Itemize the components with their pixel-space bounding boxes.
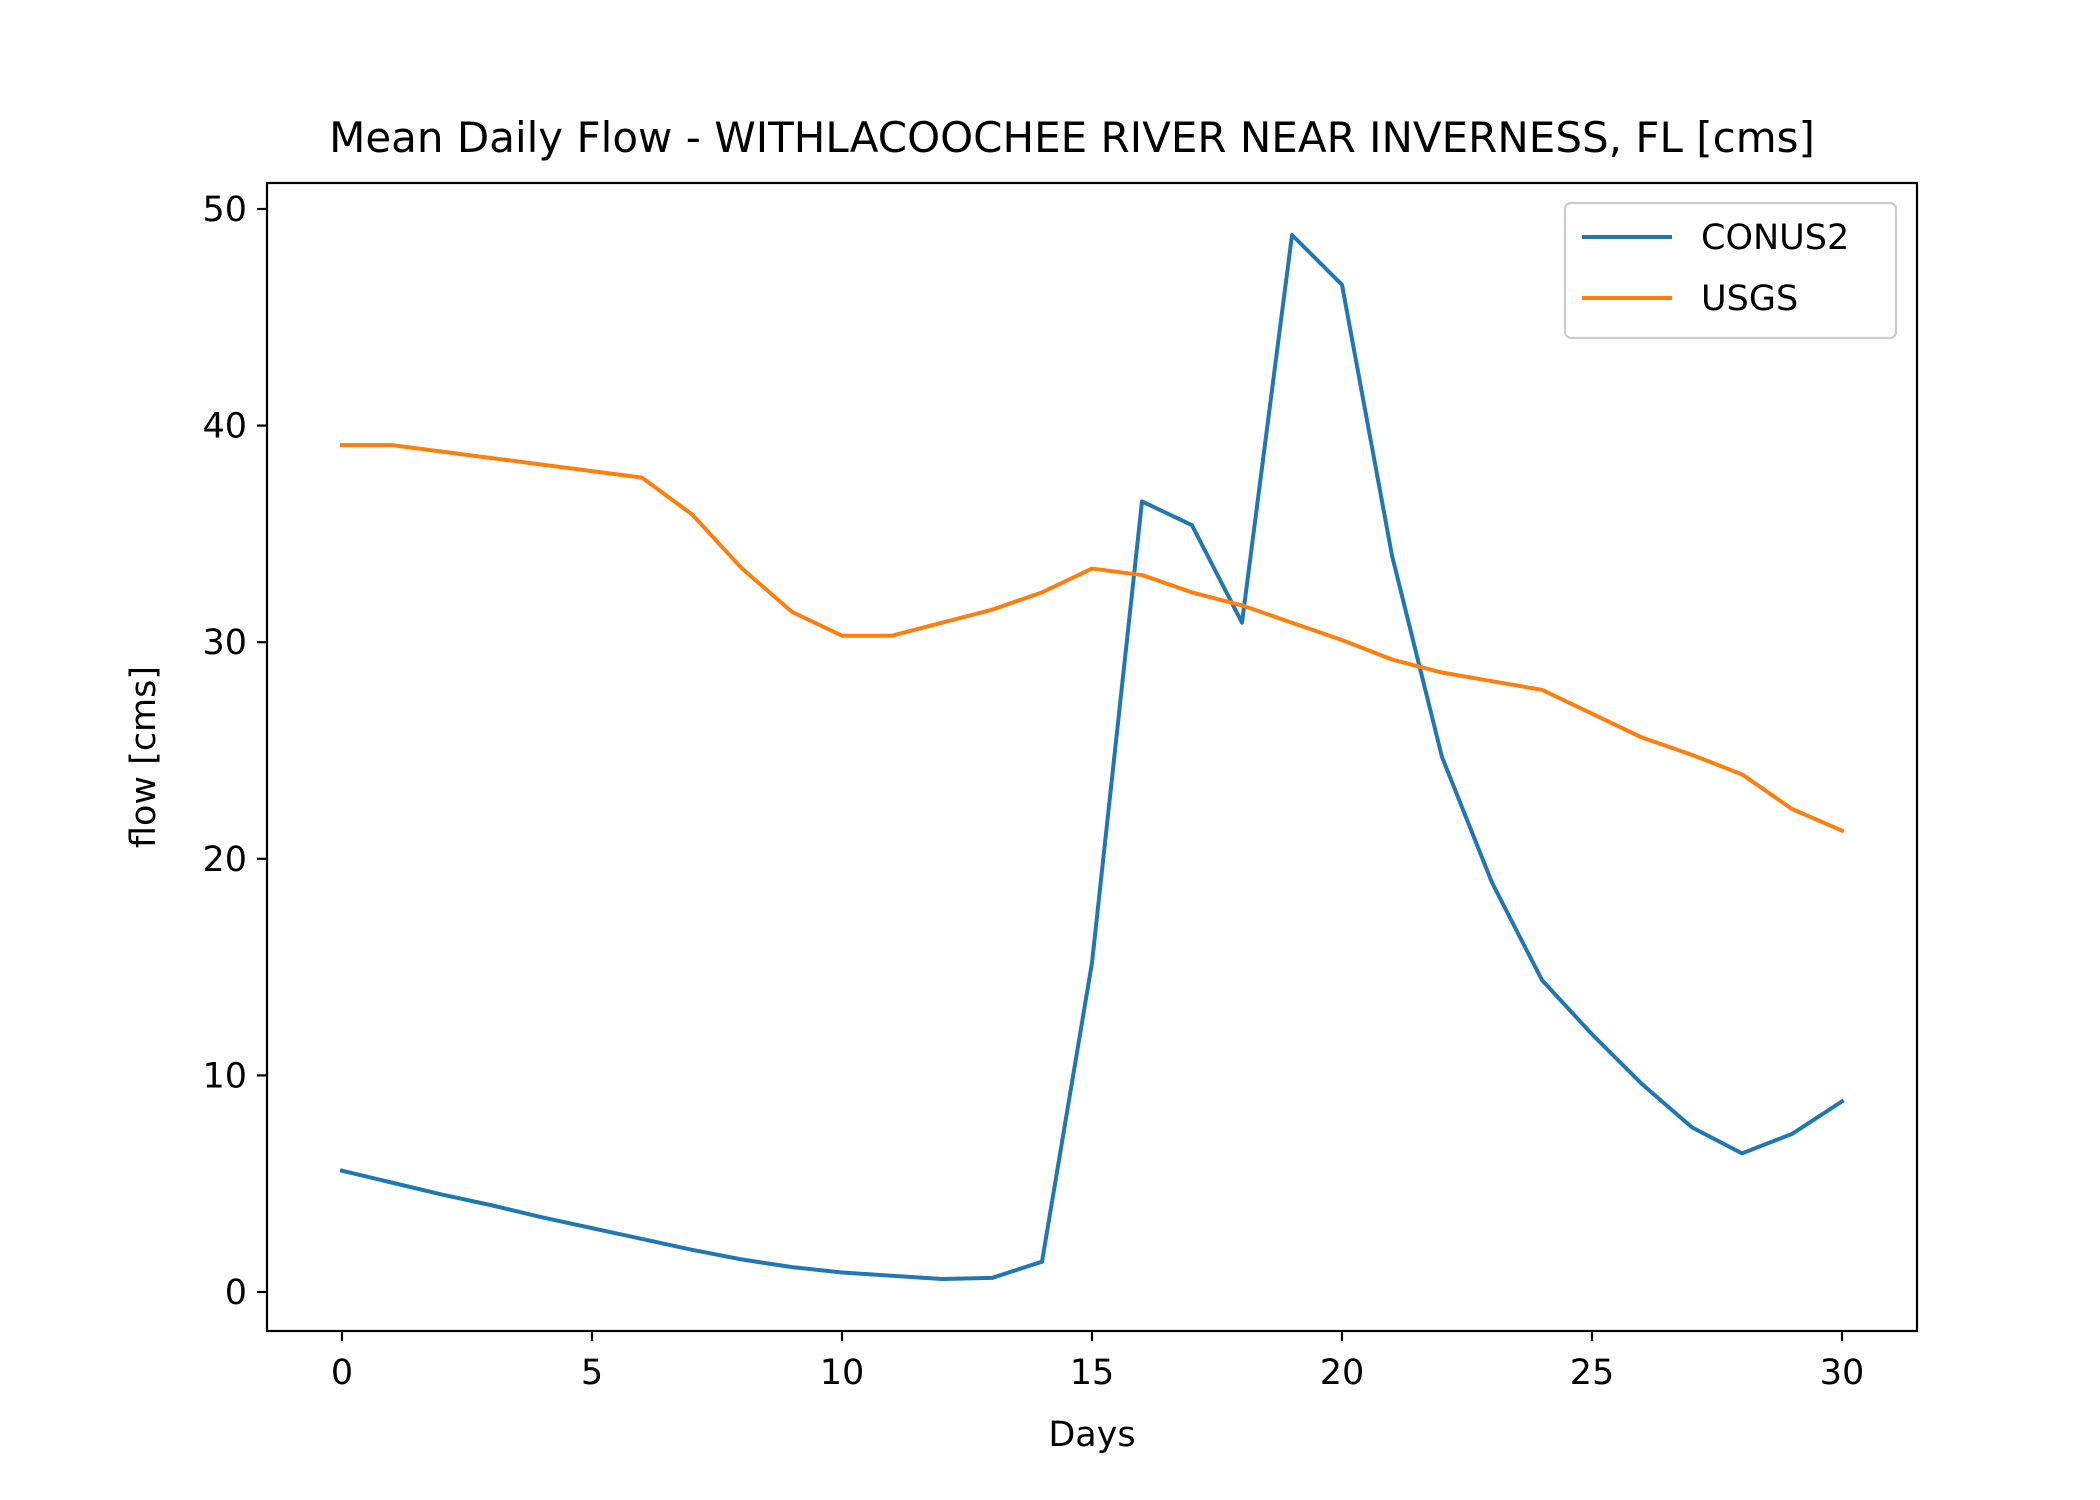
y-tick-label: 50: [202, 190, 247, 230]
y-axis-label: flow [cms]: [124, 666, 164, 848]
y-axis: 0 10 20 30 40 50: [202, 190, 267, 1313]
x-tick-label: 0: [331, 1353, 353, 1393]
y-tick-label: 30: [202, 623, 247, 663]
x-tick-label: 5: [581, 1353, 603, 1393]
x-tick-label: 25: [1570, 1353, 1615, 1393]
legend-label-conus2: CONUS2: [1701, 218, 1849, 258]
x-axis: 0 5 10 15 20 25 30: [331, 1331, 1864, 1393]
y-tick-label: 20: [202, 840, 247, 880]
x-tick-label: 10: [820, 1353, 865, 1393]
y-tick-label: 0: [225, 1273, 247, 1313]
y-tick-label: 40: [202, 407, 247, 447]
series-line-conus2: [339, 232, 1845, 1282]
chart-title: Mean Daily Flow - WITHLACOOCHEE RIVER NE…: [329, 113, 1815, 162]
y-tick-label: 10: [202, 1056, 247, 1096]
series-line-usgs: [340, 443, 1845, 834]
legend: CONUS2 USGS: [1563, 201, 1898, 340]
x-tick-label: 30: [1820, 1353, 1865, 1393]
x-axis-label: Days: [1048, 1415, 1135, 1455]
legend-label-usgs: USGS: [1701, 279, 1798, 319]
x-tick-label: 15: [1070, 1353, 1115, 1393]
series-layer: [339, 232, 1845, 1282]
x-tick-label: 20: [1320, 1353, 1365, 1393]
